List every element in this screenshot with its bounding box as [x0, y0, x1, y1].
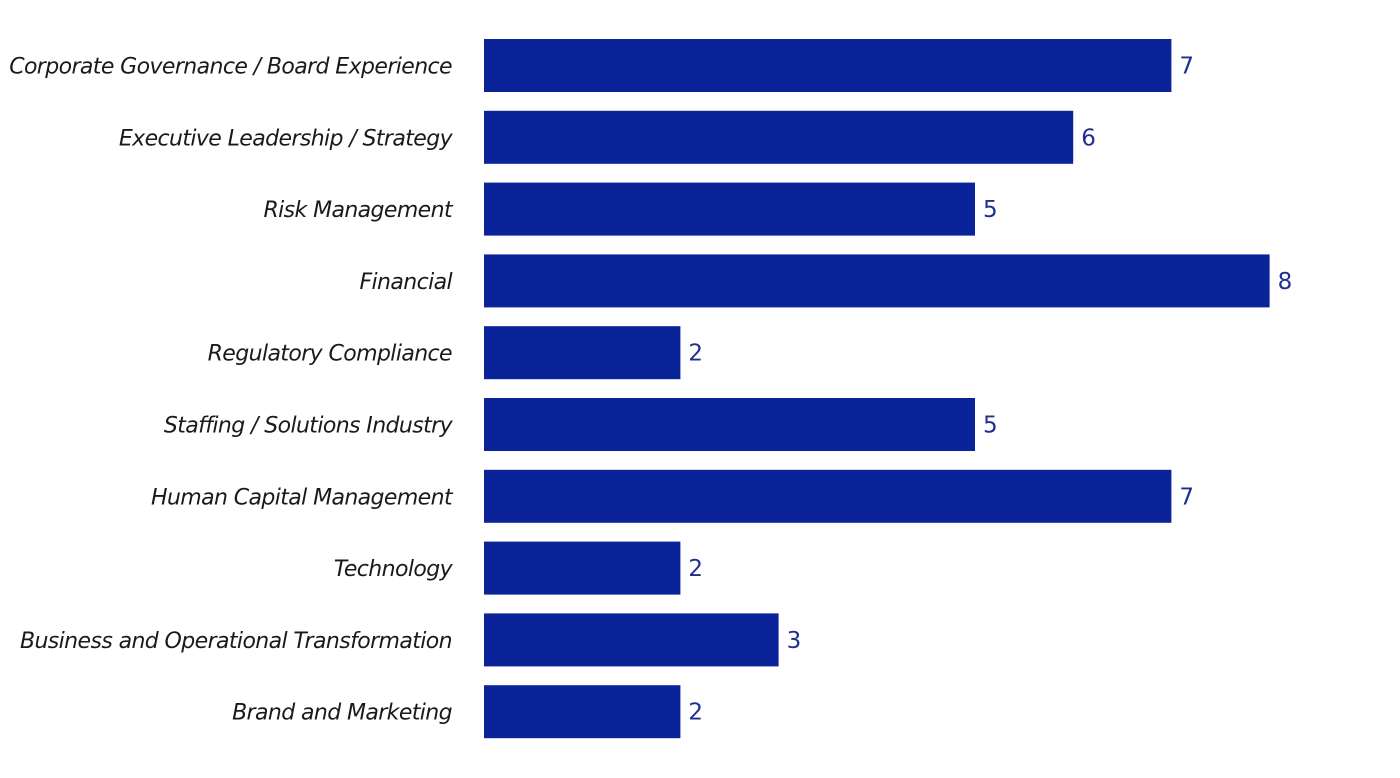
category-label: Business and Operational Transformation [20, 629, 452, 654]
data-label: 5 [983, 197, 997, 223]
bar-1 [484, 39, 1172, 92]
category-label: Financial [359, 270, 452, 295]
bar-9 [484, 613, 779, 667]
data-label: 2 [688, 556, 702, 582]
bar-10 [484, 685, 681, 739]
category-label: Brand and Marketing [232, 701, 453, 726]
data-label: 8 [1278, 269, 1292, 295]
category-label: Technology [334, 557, 454, 582]
category-label: Staffing / Solutions Industry [164, 414, 454, 439]
category-label: Risk Management [263, 198, 453, 223]
data-label: 7 [1179, 484, 1193, 510]
bar-5 [484, 326, 681, 380]
data-label: 6 [1081, 125, 1095, 151]
data-label: 3 [787, 628, 801, 654]
category-label: Human Capital Management [151, 485, 454, 510]
bars [484, 39, 1270, 739]
data-label: 2 [688, 341, 702, 367]
category-labels: Corporate Governance / Board Experience E… [9, 55, 454, 726]
category-label: Corporate Governance / Board Experience [9, 55, 452, 80]
bar-8 [484, 541, 681, 595]
data-label: 7 [1179, 54, 1193, 80]
value-labels: 7 6 5 8 2 5 7 2 3 2 [688, 54, 1292, 726]
data-label: 2 [688, 700, 702, 726]
bar-2 [484, 110, 1074, 164]
data-label: 5 [983, 413, 997, 439]
category-label: Executive Leadership / Strategy [119, 126, 454, 151]
bar-7 [484, 469, 1172, 523]
bar-3 [484, 182, 975, 236]
category-label: Regulatory Compliance [208, 342, 452, 367]
bar-6 [484, 398, 975, 451]
bar-4 [484, 254, 1270, 308]
